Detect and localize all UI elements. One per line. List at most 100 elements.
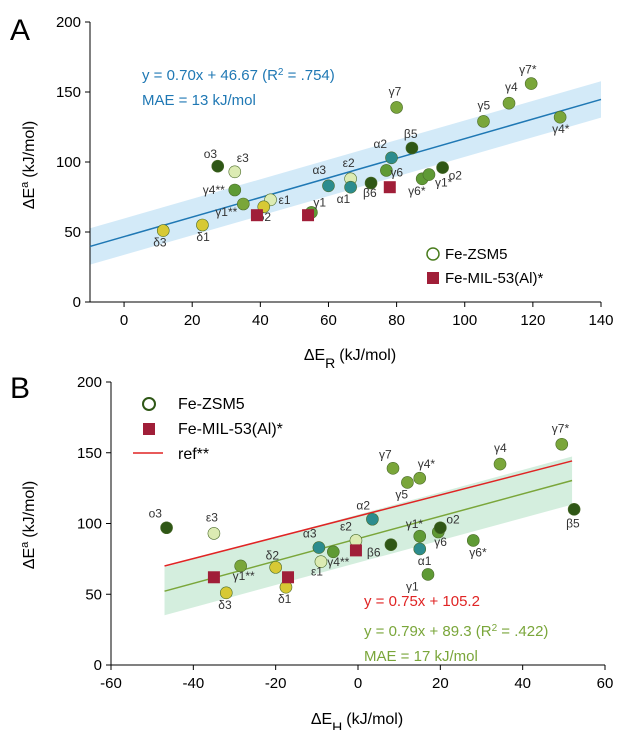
zsm5-point (390, 101, 403, 114)
y-tick-label: 150 (56, 84, 81, 101)
y-tick-label: 0 (73, 294, 81, 311)
zsm5-point (413, 471, 427, 485)
point-label: δ2 (266, 548, 280, 562)
zsm5-point (196, 218, 209, 232)
point-label: β5 (566, 516, 580, 530)
panel-a-mae: MAE = 13 kJ/mol (142, 92, 256, 109)
zsm5-point (326, 545, 340, 559)
x-tick-label: 80 (388, 312, 405, 329)
x-tick-label: 40 (514, 675, 531, 692)
y-tick-label: 100 (56, 154, 81, 171)
panel-b-legend: Fe-ZSM5 Fe-MIL-53(Al)* ref** (133, 396, 283, 463)
legend-mil-label: Fe-MIL-53(Al)* (445, 270, 544, 287)
zsm5-point (466, 534, 480, 547)
legend-mil-marker (143, 423, 155, 435)
panel-a-x-axis-title: ΔER (kJ/mol) (304, 347, 396, 371)
point-label: β5 (404, 127, 418, 141)
point-label: γ6 (390, 165, 403, 179)
y-tick-label: 150 (77, 445, 102, 462)
mil-point (383, 181, 396, 194)
zsm5-point (413, 542, 427, 556)
point-label: γ1* (435, 176, 453, 190)
panel-b-label: B (10, 372, 30, 405)
zsm5-point (384, 538, 398, 552)
y-tick-label: 100 (77, 516, 102, 533)
mil-point (250, 209, 263, 222)
point-label: γ4 (494, 441, 507, 455)
x-tick-label: 20 (184, 312, 201, 329)
x-tick-label: 0 (354, 675, 362, 692)
x-tick-label: -20 (265, 675, 287, 692)
x-tick-label: 60 (320, 312, 337, 329)
legend-zsm5-marker (426, 247, 440, 261)
zsm5-point (524, 77, 538, 90)
mil-point (282, 571, 295, 584)
x-tick-label: 100 (452, 312, 477, 329)
point-label: γ1 (313, 195, 326, 209)
y-tick-label: 200 (77, 374, 102, 391)
zsm5-point (434, 521, 447, 535)
zsm5-point (555, 437, 569, 451)
zsm5-point (502, 96, 516, 110)
x-tick-label: 60 (597, 675, 614, 692)
point-label: δ1 (196, 230, 210, 244)
point-label: α2 (373, 137, 387, 151)
legend-zsm5-label: Fe-ZSM5 (178, 396, 245, 413)
zsm5-point (228, 183, 242, 197)
panel-a-plot-area: 0 50 100 150 200 0 20 40 60 80 100 120 140 o3 ε3 γ4** γ1… (56, 14, 614, 329)
point-label: ε2 (340, 519, 352, 533)
point-label: o2 (449, 169, 463, 183)
panel-b-y-axis-title: ΔEa(kJ/mol) (19, 481, 38, 569)
point-label: γ4 (505, 80, 518, 94)
zsm5-point (228, 165, 242, 179)
legend-mil-label: Fe-MIL-53(Al)* (178, 421, 283, 438)
mil-point (349, 544, 362, 557)
x-tick-label: 20 (432, 675, 449, 692)
panel-b-equation: y = 0.79x + 89.3 (R2 = .422) (364, 623, 548, 641)
zsm5-point (322, 179, 335, 193)
panel-a-label: A (10, 14, 30, 47)
point-label: β6 (363, 186, 377, 200)
zsm5-point (493, 457, 507, 471)
y-tick-label: 0 (94, 657, 102, 674)
zsm5-point (401, 476, 414, 489)
point-label: ε3 (206, 510, 218, 524)
mil-point (207, 571, 220, 584)
point-label: γ6 (434, 535, 447, 549)
panel-a-y-axis-title: ΔEa(kJ/mol) (19, 121, 38, 209)
point-label: γ5 (477, 98, 490, 112)
zsm5-point (567, 503, 581, 516)
panel-b-ref-equation: y = 0.75x + 105.2 (364, 593, 480, 610)
mil-point (302, 209, 315, 222)
x-tick-label: 120 (520, 312, 545, 329)
point-label: o3 (149, 507, 163, 521)
zsm5-point (344, 180, 357, 194)
x-tick-label: 40 (252, 312, 269, 329)
point-label: α1 (337, 192, 351, 206)
panel-a-equation: y = 0.70x + 46.67 (R2 = .754) (142, 67, 335, 85)
point-label: γ1* (406, 517, 424, 531)
zsm5-point (237, 197, 250, 211)
point-label: δ3 (218, 598, 232, 612)
zsm5-point (314, 555, 328, 569)
panel-a: A 0 50 100 150 200 0 20 40 60 80 100 120 140 o3 ε3 γ4**… (10, 14, 614, 371)
x-tick-label: 0 (120, 312, 128, 329)
zsm5-point (364, 176, 378, 190)
zsm5-point (211, 159, 225, 173)
point-label: ε2 (343, 156, 355, 170)
point-label: γ7* (552, 421, 570, 435)
x-tick-label: -40 (182, 675, 204, 692)
y-tick-label: 200 (56, 14, 81, 31)
zsm5-point (413, 529, 427, 543)
zsm5-point (160, 521, 173, 535)
panel-a-legend: Fe-ZSM5 Fe-MIL-53(Al)* (426, 246, 544, 287)
point-label: γ1** (215, 205, 237, 219)
point-label: α3 (303, 527, 317, 541)
x-tick-label: 140 (588, 312, 613, 329)
zsm5-point (386, 462, 400, 475)
zsm5-point (234, 559, 247, 573)
point-label: γ1 (406, 579, 419, 593)
point-label: α1 (418, 554, 432, 568)
zsm5-point (219, 586, 233, 600)
point-label: γ7* (519, 63, 537, 77)
